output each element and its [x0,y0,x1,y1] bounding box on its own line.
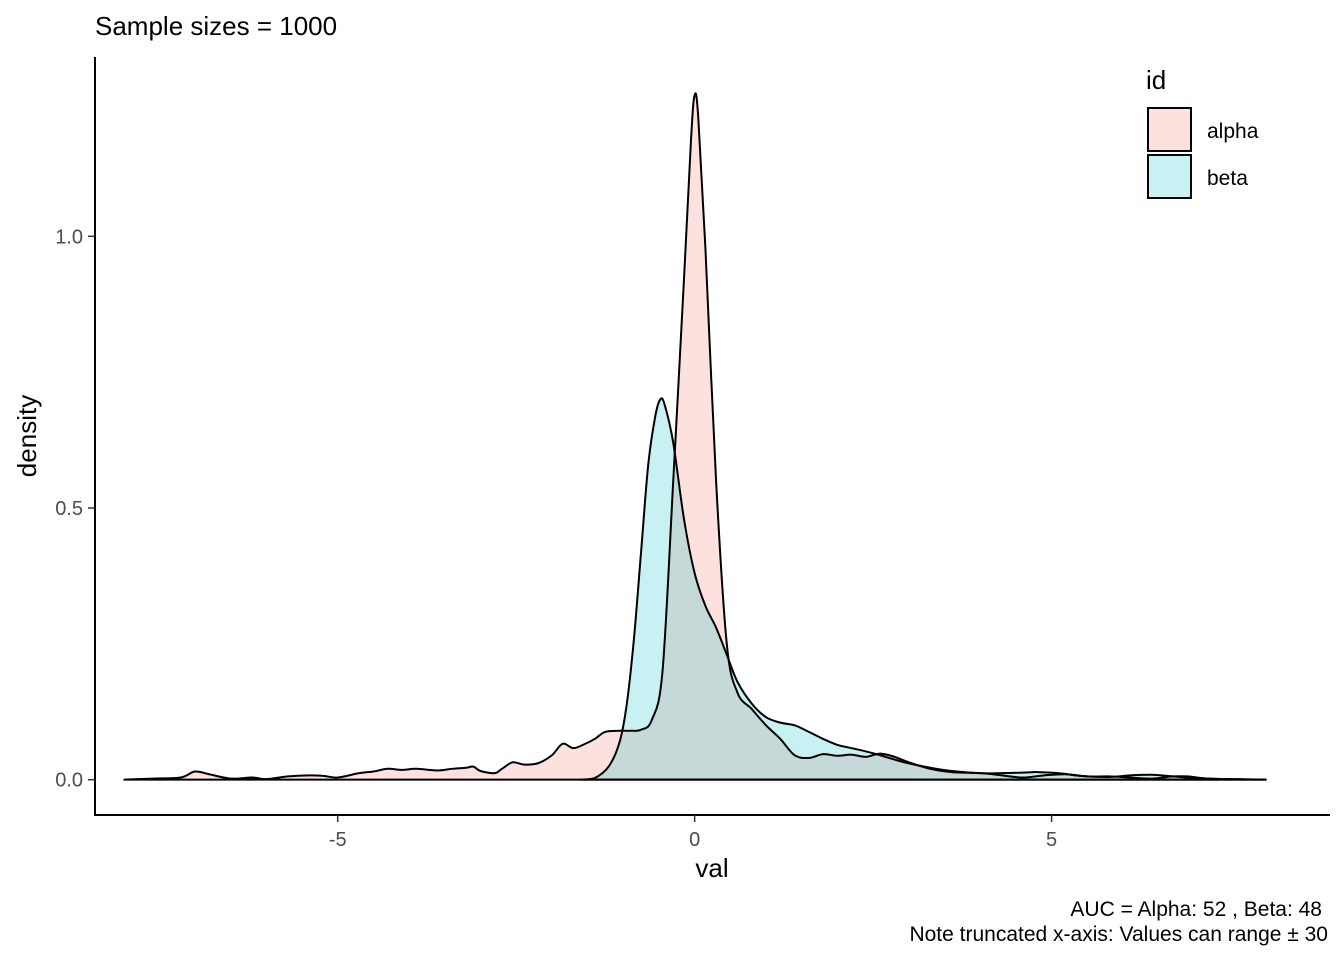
legend-key-alpha [1147,107,1192,152]
density-area-alpha [123,93,1266,780]
y-axis-title: density [12,395,42,477]
x-ticks: -5 0 5 [329,815,1057,851]
legend-title: id [1146,65,1166,95]
x-tick-label: -5 [329,829,347,851]
chart-title: Sample sizes = 1000 [95,11,337,41]
y-tick-label: 0.0 [55,770,83,792]
series-layer [123,92,1267,781]
x-tick-label: 5 [1046,829,1057,851]
legend: id alpha beta [1146,65,1259,199]
caption-line-1: AUC = Alpha: 52 , Beta: 48 [1070,898,1322,921]
y-ticks: 0.0 0.5 1.0 [55,226,95,792]
y-tick-label: 0.5 [55,498,83,520]
legend-label-alpha: alpha [1207,120,1259,143]
y-tick-label: 1.0 [55,226,83,248]
x-axis-title: val [695,853,728,883]
density-area-beta [580,398,1266,780]
caption-line-2: Note truncated x-axis: Values can range … [909,923,1328,946]
legend-label-beta: beta [1207,167,1248,190]
density-line-beta [580,397,1267,781]
legend-key-beta [1147,154,1192,199]
x-tick-label: 0 [689,829,700,851]
